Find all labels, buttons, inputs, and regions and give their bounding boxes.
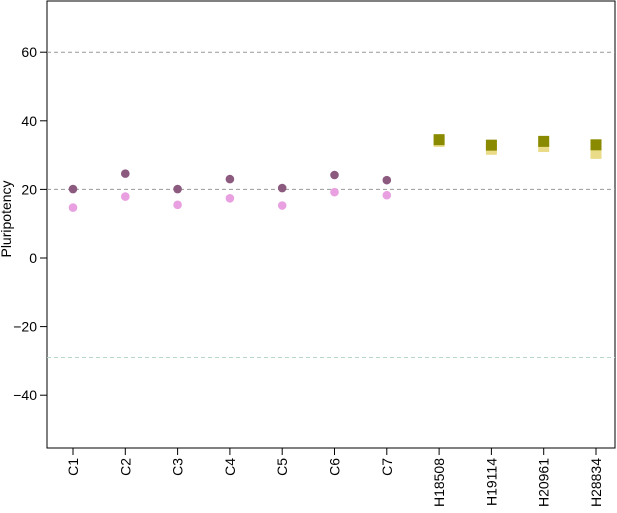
point-s1-5 (330, 187, 339, 197)
y-axis-title: Pluripotency (0, 180, 14, 257)
point-s3-10 (590, 139, 602, 151)
data-points (68, 134, 602, 212)
x-tick-label-0: C1 (65, 458, 81, 476)
point-s0-4 (277, 183, 287, 193)
point-s0-3 (225, 174, 235, 184)
x-tick-label-8: H19114 (483, 458, 499, 506)
point-s1-2 (173, 200, 182, 210)
point-s1-4 (277, 201, 287, 210)
point-s1-0 (68, 203, 78, 212)
x-tick-label-5: C6 (327, 458, 343, 476)
x-tick-label-7: H18508 (431, 458, 447, 507)
point-s3-7 (433, 134, 445, 146)
point-s0-6 (382, 175, 392, 185)
point-s0-0 (68, 184, 78, 194)
y-tick-label-5: 60 (21, 44, 37, 60)
point-s3-9 (538, 135, 550, 147)
point-s1-6 (382, 190, 392, 200)
point-s0-1 (121, 169, 130, 178)
x-axis: C1 C2 C3 C4 C5 C6 C7 H18508 H19114 H20961 H28834 (65, 448, 604, 507)
point-s1-3 (225, 194, 235, 203)
x-tick-label-6: C7 (379, 458, 395, 476)
point-s2-10 (590, 147, 602, 159)
point-s0-2 (173, 184, 182, 194)
y-tick-label-4: 40 (21, 113, 37, 129)
point-s0-5 (330, 170, 339, 180)
y-tick-label-0: −40 (13, 387, 37, 403)
x-tick-label-1: C2 (117, 458, 133, 476)
y-tick-label-2: 0 (29, 250, 37, 266)
x-tick-label-10: H28834 (588, 458, 604, 507)
y-tick-label-1: −20 (13, 319, 37, 335)
y-axis: −40 −20 0 20 40 60 (13, 44, 47, 403)
reference-lines (47, 51, 615, 358)
x-tick-label-3: C4 (222, 458, 238, 476)
point-s1-1 (121, 192, 130, 201)
y-tick-label-3: 20 (21, 181, 37, 197)
x-tick-label-9: H20961 (536, 458, 552, 507)
x-tick-label-2: C3 (170, 458, 186, 476)
plot-frame (46, 0, 616, 449)
x-tick-label-4: C5 (274, 458, 290, 476)
point-s3-8 (485, 139, 497, 151)
